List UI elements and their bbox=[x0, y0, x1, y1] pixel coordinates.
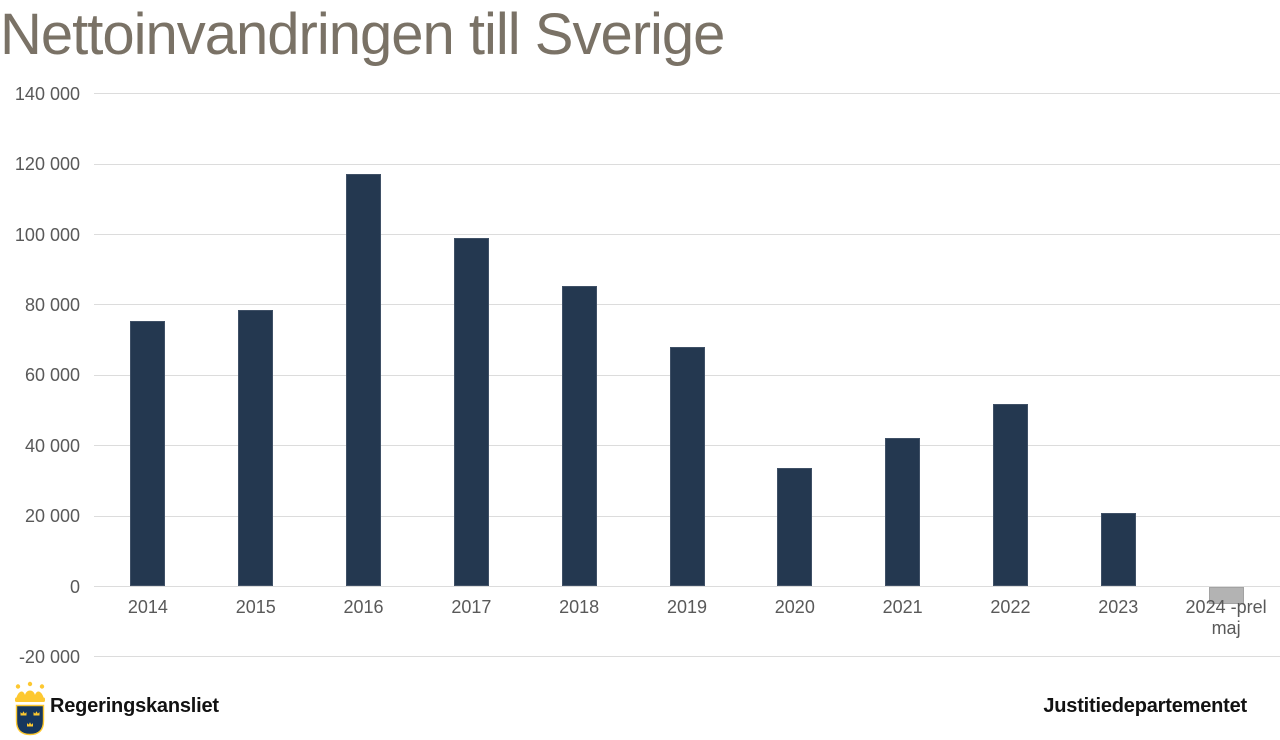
y-axis-tick-label: 0 bbox=[69, 576, 80, 597]
gridline-120000 bbox=[94, 163, 1280, 165]
gridline-140000 bbox=[94, 93, 1280, 95]
x-axis-label-2022: 2022 bbox=[990, 597, 1031, 617]
gridline-0 bbox=[94, 586, 1280, 587]
y-axis-tick-label: 80 000 bbox=[24, 294, 80, 315]
bar-2015 bbox=[238, 310, 274, 587]
x-axis-label-2014: 2014 bbox=[127, 597, 168, 617]
y-axis-tick-label: 60 000 bbox=[24, 365, 80, 386]
bar-2019 bbox=[669, 347, 705, 587]
bar-2016 bbox=[346, 173, 382, 587]
bar-2020 bbox=[777, 467, 813, 587]
bar-2017 bbox=[453, 238, 489, 587]
department-name-justitiedepartementet: Justitiedepartementet bbox=[1043, 695, 1247, 717]
shield-icon bbox=[15, 704, 45, 736]
x-axis-label-2023: 2023 bbox=[1098, 597, 1139, 617]
x-axis-label-2021: 2021 bbox=[882, 597, 923, 617]
x-axis-label-2017: 2017 bbox=[451, 597, 492, 617]
x-axis-label-2018: 2018 bbox=[559, 597, 600, 617]
x-axis-label-2016: 2016 bbox=[343, 597, 384, 617]
chart-title: Nettoinvandringen till Sverige bbox=[0, 2, 725, 67]
gridline--20000 bbox=[94, 656, 1280, 658]
bar-2014 bbox=[130, 320, 166, 587]
y-axis-tick-label: 40 000 bbox=[24, 435, 80, 456]
bar-2018 bbox=[561, 285, 597, 587]
org-name-regeringskansliet: Regeringskansliet bbox=[50, 695, 219, 717]
gridline-100000 bbox=[94, 234, 1280, 235]
bar-2023 bbox=[1100, 512, 1136, 587]
y-axis-tick-label: 100 000 bbox=[14, 224, 80, 245]
bar-2022 bbox=[992, 404, 1028, 587]
x-axis-label-2019: 2019 bbox=[666, 597, 708, 617]
footer: Regeringskansliet Justitiedepartementet bbox=[0, 678, 1280, 740]
crown-icon bbox=[15, 681, 45, 702]
y-axis-tick-label: -20 000 bbox=[18, 646, 80, 667]
x-axis-label-2020: 2020 bbox=[774, 597, 815, 617]
x-axis-label-2015: 2015 bbox=[235, 597, 276, 617]
bar-2021 bbox=[885, 437, 921, 587]
y-axis-tick-label: 120 000 bbox=[14, 154, 80, 175]
gridline-80000 bbox=[94, 304, 1280, 306]
swedish-coat-of-arms-logo bbox=[15, 681, 45, 736]
y-axis-tick-label: 140 000 bbox=[14, 83, 80, 104]
bar-2024 bbox=[1208, 586, 1244, 605]
y-axis-tick-label: 20 000 bbox=[24, 506, 80, 527]
x-axis-label-2024: 2024 -prel maj bbox=[1185, 597, 1267, 638]
